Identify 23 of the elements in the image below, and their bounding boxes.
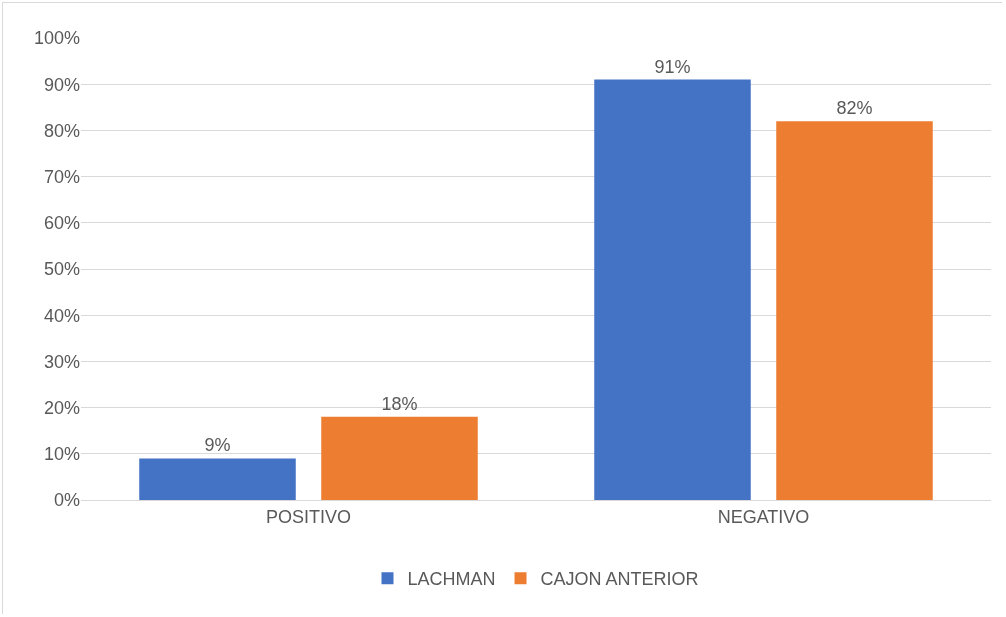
y-tick-label: 100% bbox=[33, 28, 80, 49]
y-tick-label: 70% bbox=[43, 166, 80, 187]
y-tick-label: 10% bbox=[43, 444, 80, 465]
data-label: 18% bbox=[381, 393, 418, 414]
legend-label: CAJON ANTERIOR bbox=[540, 569, 699, 590]
data-label: 82% bbox=[836, 98, 873, 119]
bar bbox=[321, 416, 478, 500]
y-tick-label: 50% bbox=[43, 259, 80, 280]
y-tick-label: 40% bbox=[43, 305, 80, 326]
y-tick-label: 30% bbox=[43, 351, 80, 372]
y-tick-label: 0% bbox=[53, 490, 80, 511]
y-tick-label: 60% bbox=[43, 213, 80, 234]
data-label: 9% bbox=[204, 435, 231, 456]
y-tick-label: 20% bbox=[43, 397, 80, 418]
legend-label: LACHMAN bbox=[407, 569, 496, 590]
bar bbox=[139, 458, 296, 500]
bar bbox=[594, 79, 751, 500]
x-tick-label: POSITIVO bbox=[265, 506, 352, 527]
y-tick-label: 90% bbox=[43, 74, 80, 95]
y-tick-label: 80% bbox=[43, 120, 80, 141]
bar bbox=[776, 121, 933, 500]
x-tick-label: NEGATIVO bbox=[717, 506, 810, 527]
data-label: 91% bbox=[654, 56, 691, 77]
